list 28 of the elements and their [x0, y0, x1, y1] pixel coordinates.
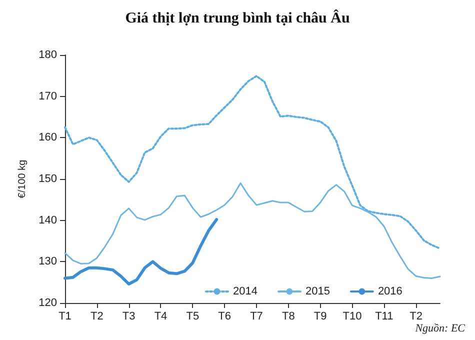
legend-label: 2014 [233, 286, 258, 298]
y-tick-label: 180 [38, 49, 57, 61]
x-tick-label: T9 [314, 310, 327, 322]
legend-label: 2016 [378, 286, 402, 298]
line-series [64, 182, 441, 279]
x-tick-label: T11 [375, 310, 394, 322]
line-series [64, 218, 218, 286]
x-tick-label: T1 [58, 310, 72, 322]
line-series [64, 75, 441, 250]
x-tick-label: T4 [154, 310, 168, 322]
y-tick-label: 170 [38, 90, 57, 102]
x-tick-label: T7 [250, 310, 263, 322]
chart-title: Giá thịt lợn trung bình tại châu Âu [125, 8, 350, 26]
y-tick-label: 160 [38, 132, 57, 144]
x-tick-label: T6 [218, 310, 231, 322]
y-tick-label: 150 [38, 173, 57, 185]
y-tick-label: 130 [38, 256, 57, 268]
x-tick-label: T2 [410, 310, 422, 322]
x-tick-label: T2 [90, 310, 104, 322]
x-tick-label: T5 [186, 310, 200, 322]
y-tick-label: 120 [38, 297, 57, 309]
x-tick-label: T10 [342, 310, 362, 322]
y-tick-label: 140 [38, 214, 57, 226]
y-axis-title: €/100 kg [17, 160, 28, 198]
x-tick-label: T3 [122, 310, 136, 322]
legend-label: 2015 [305, 286, 330, 298]
x-tick-label: T8 [282, 310, 295, 322]
text: Nguồn: EC [414, 322, 466, 334]
